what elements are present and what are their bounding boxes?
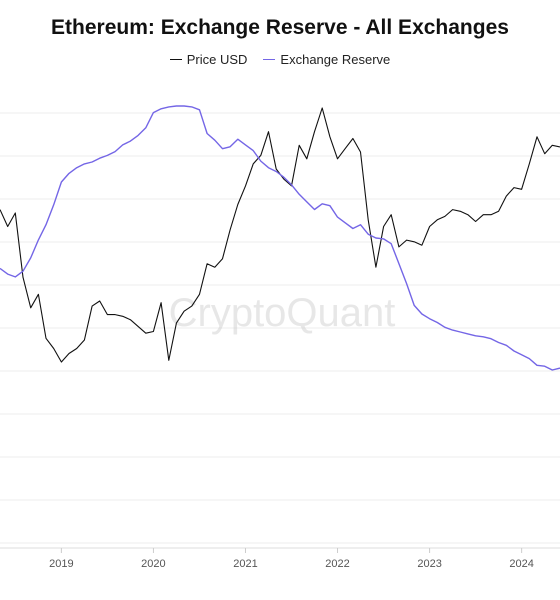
gridlines [0, 112, 560, 544]
x-tick-label-2023: 2023 [417, 558, 441, 570]
series-layer [0, 105, 560, 371]
legend-item-price[interactable]: Price USD [169, 52, 248, 67]
x-tick-label-2019: 2019 [49, 558, 73, 570]
watermark-text: CryptoQuant [169, 291, 396, 335]
x-tick-label-2024: 2024 [509, 558, 533, 570]
chart-title: Ethereum: Exchange Reserve - All Exchang… [51, 16, 509, 39]
x-axis: 2019 2020 2021 2022 2023 2024 [0, 547, 560, 570]
chart-legend: Price USD Exchange Reserve [0, 52, 560, 67]
legend-item-exchange-reserve[interactable]: Exchange Reserve [263, 52, 390, 67]
legend-label-exchange-reserve: Exchange Reserve [280, 52, 391, 67]
x-tick-label-2020: 2020 [141, 558, 165, 570]
legend-label-price: Price USD [186, 52, 248, 67]
x-tick-label-2021: 2021 [233, 558, 257, 570]
legend-swatch-exchange-reserve [263, 58, 276, 61]
legend-swatch-price [169, 58, 182, 61]
series-line-exchange-reserve [0, 105, 560, 371]
x-tick-label-2022: 2022 [325, 558, 349, 570]
